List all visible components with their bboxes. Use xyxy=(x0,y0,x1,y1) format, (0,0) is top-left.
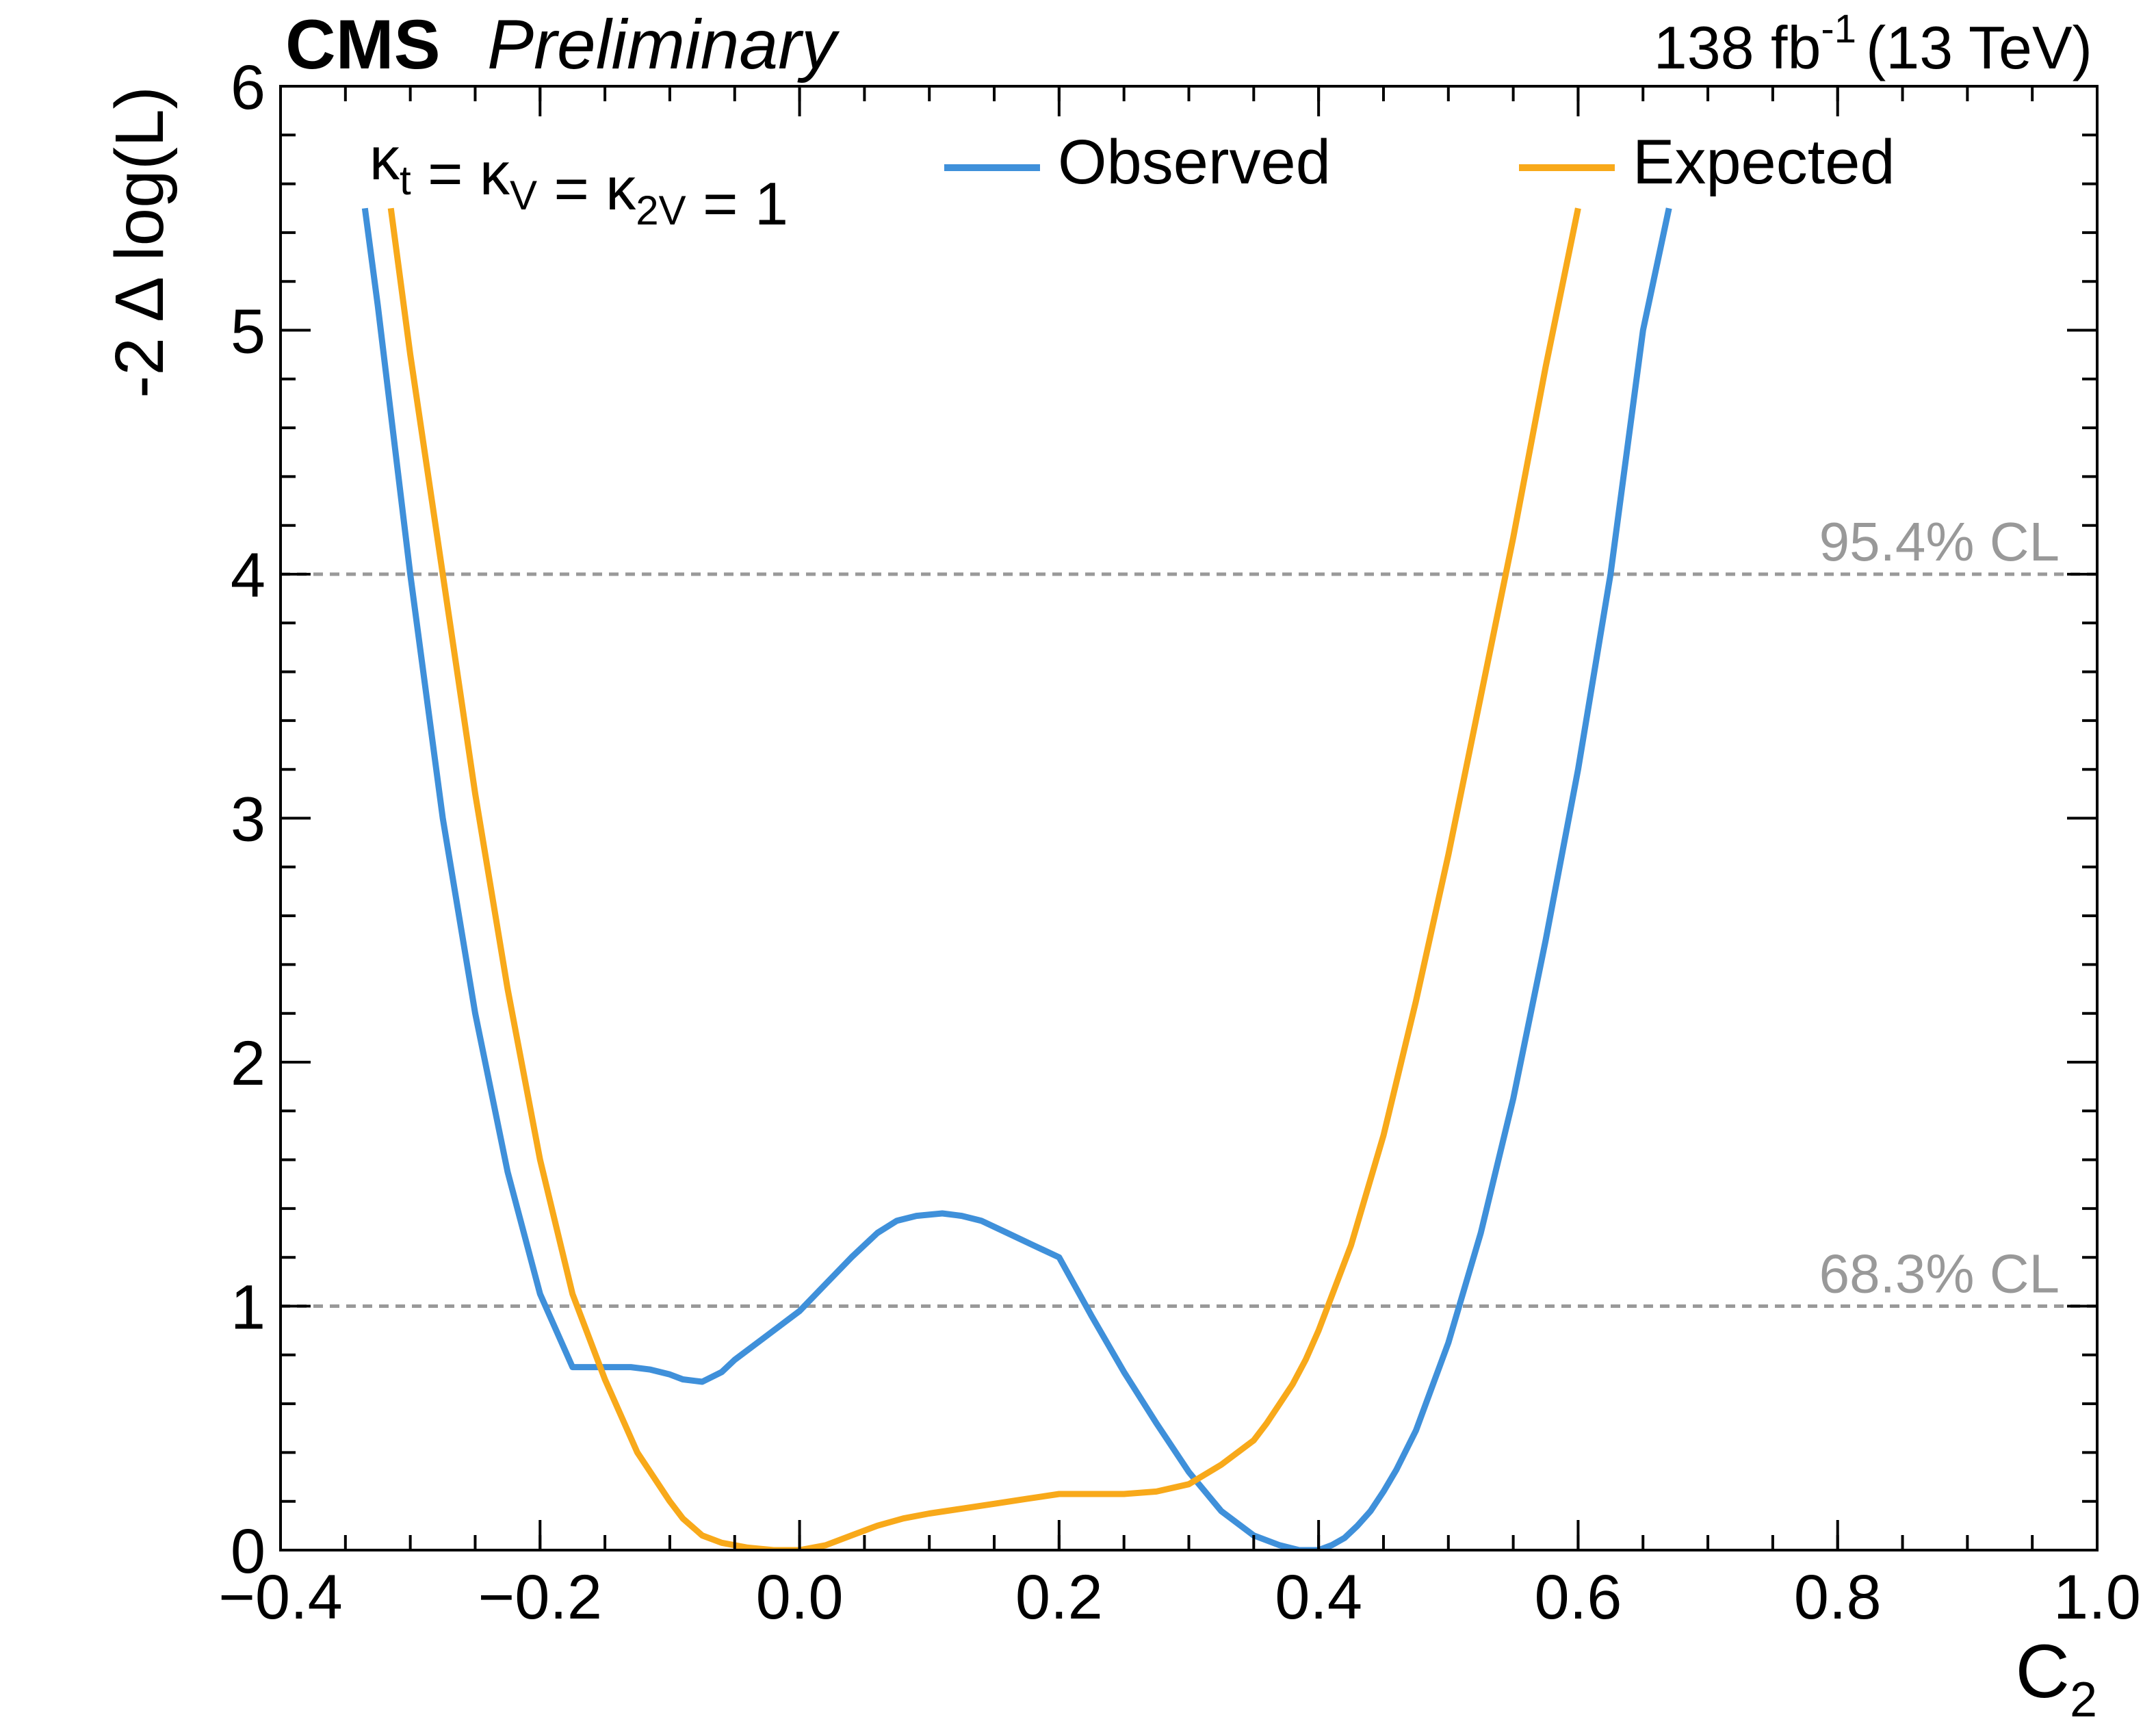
x-axis-title-main: C xyxy=(2016,1630,2070,1714)
annotation-sub-2: 2V xyxy=(636,188,686,233)
annotation-part-0: κ xyxy=(369,125,400,192)
x-tick-label-3: 0.2 xyxy=(1015,1562,1103,1632)
legend: Observed Expected xyxy=(944,127,1895,197)
cl-label-1: 95.4% CL xyxy=(1819,511,2060,572)
series-layer xyxy=(361,207,1672,1550)
series-line-observed xyxy=(361,207,1672,1550)
y-tick-label-0: 0 xyxy=(231,1517,265,1586)
energy-value: (13 TeV) xyxy=(1866,14,2092,81)
x-axis-title-sub: 2 xyxy=(2070,1673,2097,1726)
x-axis-title: C2 xyxy=(2016,1630,2098,1726)
coupling-annotation: κt = κV = κ2V = 1 xyxy=(369,125,788,237)
annotation-sub-1: V xyxy=(510,172,537,218)
x-tick-label-6: 0.8 xyxy=(1794,1562,1882,1632)
y-tick-label-5: 5 xyxy=(231,297,265,367)
luminosity-label: 138 fb-1 (13 TeV) xyxy=(1654,7,2092,81)
annotation-part-2: = κ xyxy=(537,155,636,222)
x-tick-labels: −0.4 −0.2 0.0 0.2 0.4 0.6 0.8 1.0 xyxy=(218,1562,2141,1632)
legend-label-observed: Observed xyxy=(1058,127,1331,197)
y-tick-label-2: 2 xyxy=(231,1029,265,1098)
cl-label-0: 68.3% CL xyxy=(1819,1244,2060,1304)
x-tick-label-0: −0.4 xyxy=(218,1562,343,1632)
x-tick-label-7: 1.0 xyxy=(2053,1562,2141,1632)
reference-lines: 68.3% CL 95.4% CL xyxy=(281,511,2097,1308)
status-label: Preliminary xyxy=(487,5,840,83)
x-tick-label-1: −0.2 xyxy=(478,1562,602,1632)
series-line-expected xyxy=(387,207,1581,1550)
y-tick-label-6: 6 xyxy=(231,53,265,123)
axis-ticks xyxy=(279,85,2099,1551)
x-tick-label-2: 0.0 xyxy=(756,1562,844,1632)
lumi-exponent: -1 xyxy=(1821,7,1856,51)
y-tick-label-4: 4 xyxy=(231,541,265,610)
experiment-label: CMS xyxy=(285,5,441,83)
lumi-value: 138 fb xyxy=(1654,14,1821,81)
y-tick-labels: 0 1 2 3 4 5 6 xyxy=(231,53,265,1586)
annotation-part-3: = 1 xyxy=(686,170,788,237)
x-tick-label-4: 0.4 xyxy=(1275,1562,1362,1632)
x-tick-label-5: 0.6 xyxy=(1534,1562,1622,1632)
y-tick-label-1: 1 xyxy=(231,1273,265,1343)
y-tick-label-3: 3 xyxy=(231,785,265,855)
legend-label-expected: Expected xyxy=(1633,127,1895,197)
annotation-sub-0: t xyxy=(400,157,411,203)
annotation-part-1: = κ xyxy=(411,140,510,207)
y-axis-title: -2 Δ log(L) xyxy=(101,86,178,398)
